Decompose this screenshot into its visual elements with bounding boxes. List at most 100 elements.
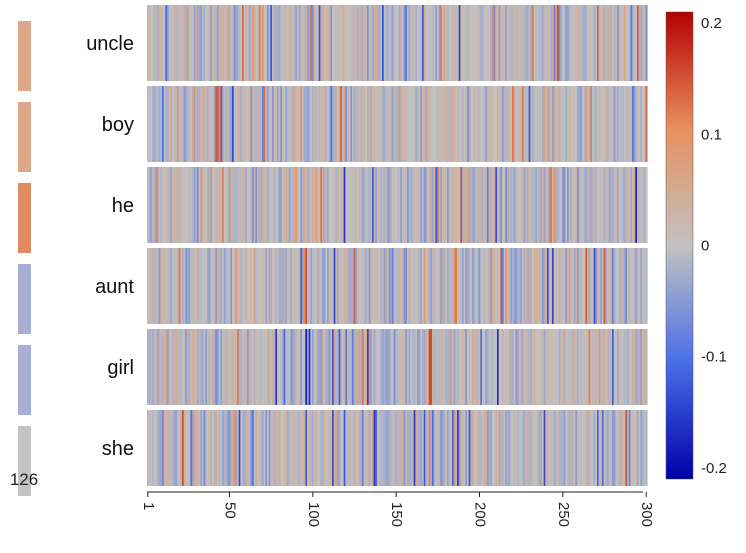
heatmap-cell [470,410,473,486]
heatmap-cell [185,410,188,486]
heatmap-cell [317,410,320,486]
heatmap-cell [585,248,588,324]
heatmap-cell [395,410,398,486]
heatmap-cell [642,248,645,324]
heatmap-cell [375,329,378,405]
heatmap-cell [278,167,281,243]
heatmap-cell [147,86,150,162]
heatmap-cell [627,86,630,162]
heatmap-cell [328,410,331,486]
heatmap-cell [410,5,413,81]
heatmap-cell [440,329,443,405]
heatmap-cell [588,167,591,243]
heatmap-cell [248,248,251,324]
heatmap-cell [433,167,436,243]
heatmap-cell [505,329,508,405]
heatmap-cell [427,410,430,486]
heatmap-cell [610,410,613,486]
heatmap-cell [633,86,636,162]
heatmap-cell [162,329,165,405]
heatmap-cell [465,248,468,324]
heatmap-cell [425,329,428,405]
heatmap-cell [298,5,301,81]
heatmap-cell [160,248,163,324]
heatmap-cell [160,167,163,243]
heatmap-cell [595,5,598,81]
heatmap-cell [385,5,388,81]
heatmap-cell [338,248,341,324]
heatmap-cell [292,5,295,81]
heatmap-cell [370,410,373,486]
heatmap-cell [500,5,503,81]
heatmap-cell [207,167,210,243]
heatmap-cell [592,167,595,243]
heatmap-cell [407,248,410,324]
heatmap-cell [377,86,380,162]
heatmap-cell [455,329,458,405]
heatmap-cell [460,248,463,324]
heatmap-cell [527,5,530,81]
heatmap-cell [443,248,446,324]
heatmap-cell [530,5,533,81]
heatmap-cell [468,86,471,162]
heatmap-cell [527,329,530,405]
heatmap-cell [418,248,421,324]
heatmap-cell [492,329,495,405]
heatmap-cell [607,248,610,324]
heatmap-cell [515,410,518,486]
heatmap-cell [247,329,250,405]
heatmap-cell [262,410,265,486]
heatmap-cell [392,248,395,324]
heatmap-cell [357,329,360,405]
heatmap-cell [392,86,395,162]
heatmap-cell [358,329,361,405]
heatmap-cell [447,329,450,405]
heatmap-cell [593,248,596,324]
heatmap-cell [267,329,270,405]
heatmap-cell [550,167,553,243]
heatmap-cell [347,5,350,81]
heatmap-cell [503,5,506,81]
heatmap-cell [602,86,605,162]
heatmap-cell [315,329,318,405]
heatmap-cell [358,5,361,81]
heatmap-cell [312,86,315,162]
heatmap-cell [297,410,300,486]
heatmap-cell [538,167,541,243]
heatmap-cell [313,329,316,405]
heatmap-cell [230,86,233,162]
heatmap-cell [555,410,558,486]
heatmap-cell [388,410,391,486]
heatmap-cell [458,86,461,162]
heatmap-cell [268,167,271,243]
heatmap-cell [423,329,426,405]
heatmap-cell [245,167,248,243]
heatmap-cell [527,167,530,243]
heatmap-cell [223,5,226,81]
heatmap-cell [408,410,411,486]
heatmap-cell [197,167,200,243]
heatmap-cell [588,329,591,405]
heatmap-cell [165,167,168,243]
heatmap-cell [228,410,231,486]
heatmap-cell [348,410,351,486]
heatmap-cell [547,5,550,81]
heatmap-cell [377,248,380,324]
heatmap-cell [422,86,425,162]
heatmap-cell [283,167,286,243]
heatmap-cell [232,5,235,81]
heatmap-cell [422,5,425,81]
heatmap-cell [435,248,438,324]
heatmap-cell [248,5,251,81]
heatmap-cell [188,5,191,81]
heatmap-cell [608,86,611,162]
heatmap-cell [212,167,215,243]
heatmap-cell [303,86,306,162]
heatmap-cell [573,5,576,81]
heatmap-cell [438,86,441,162]
heatmap-cell [417,248,420,324]
heatmap-cell [243,329,246,405]
heatmap-cell [555,329,558,405]
heatmap-cell [227,86,230,162]
heatmap-cell [620,86,623,162]
